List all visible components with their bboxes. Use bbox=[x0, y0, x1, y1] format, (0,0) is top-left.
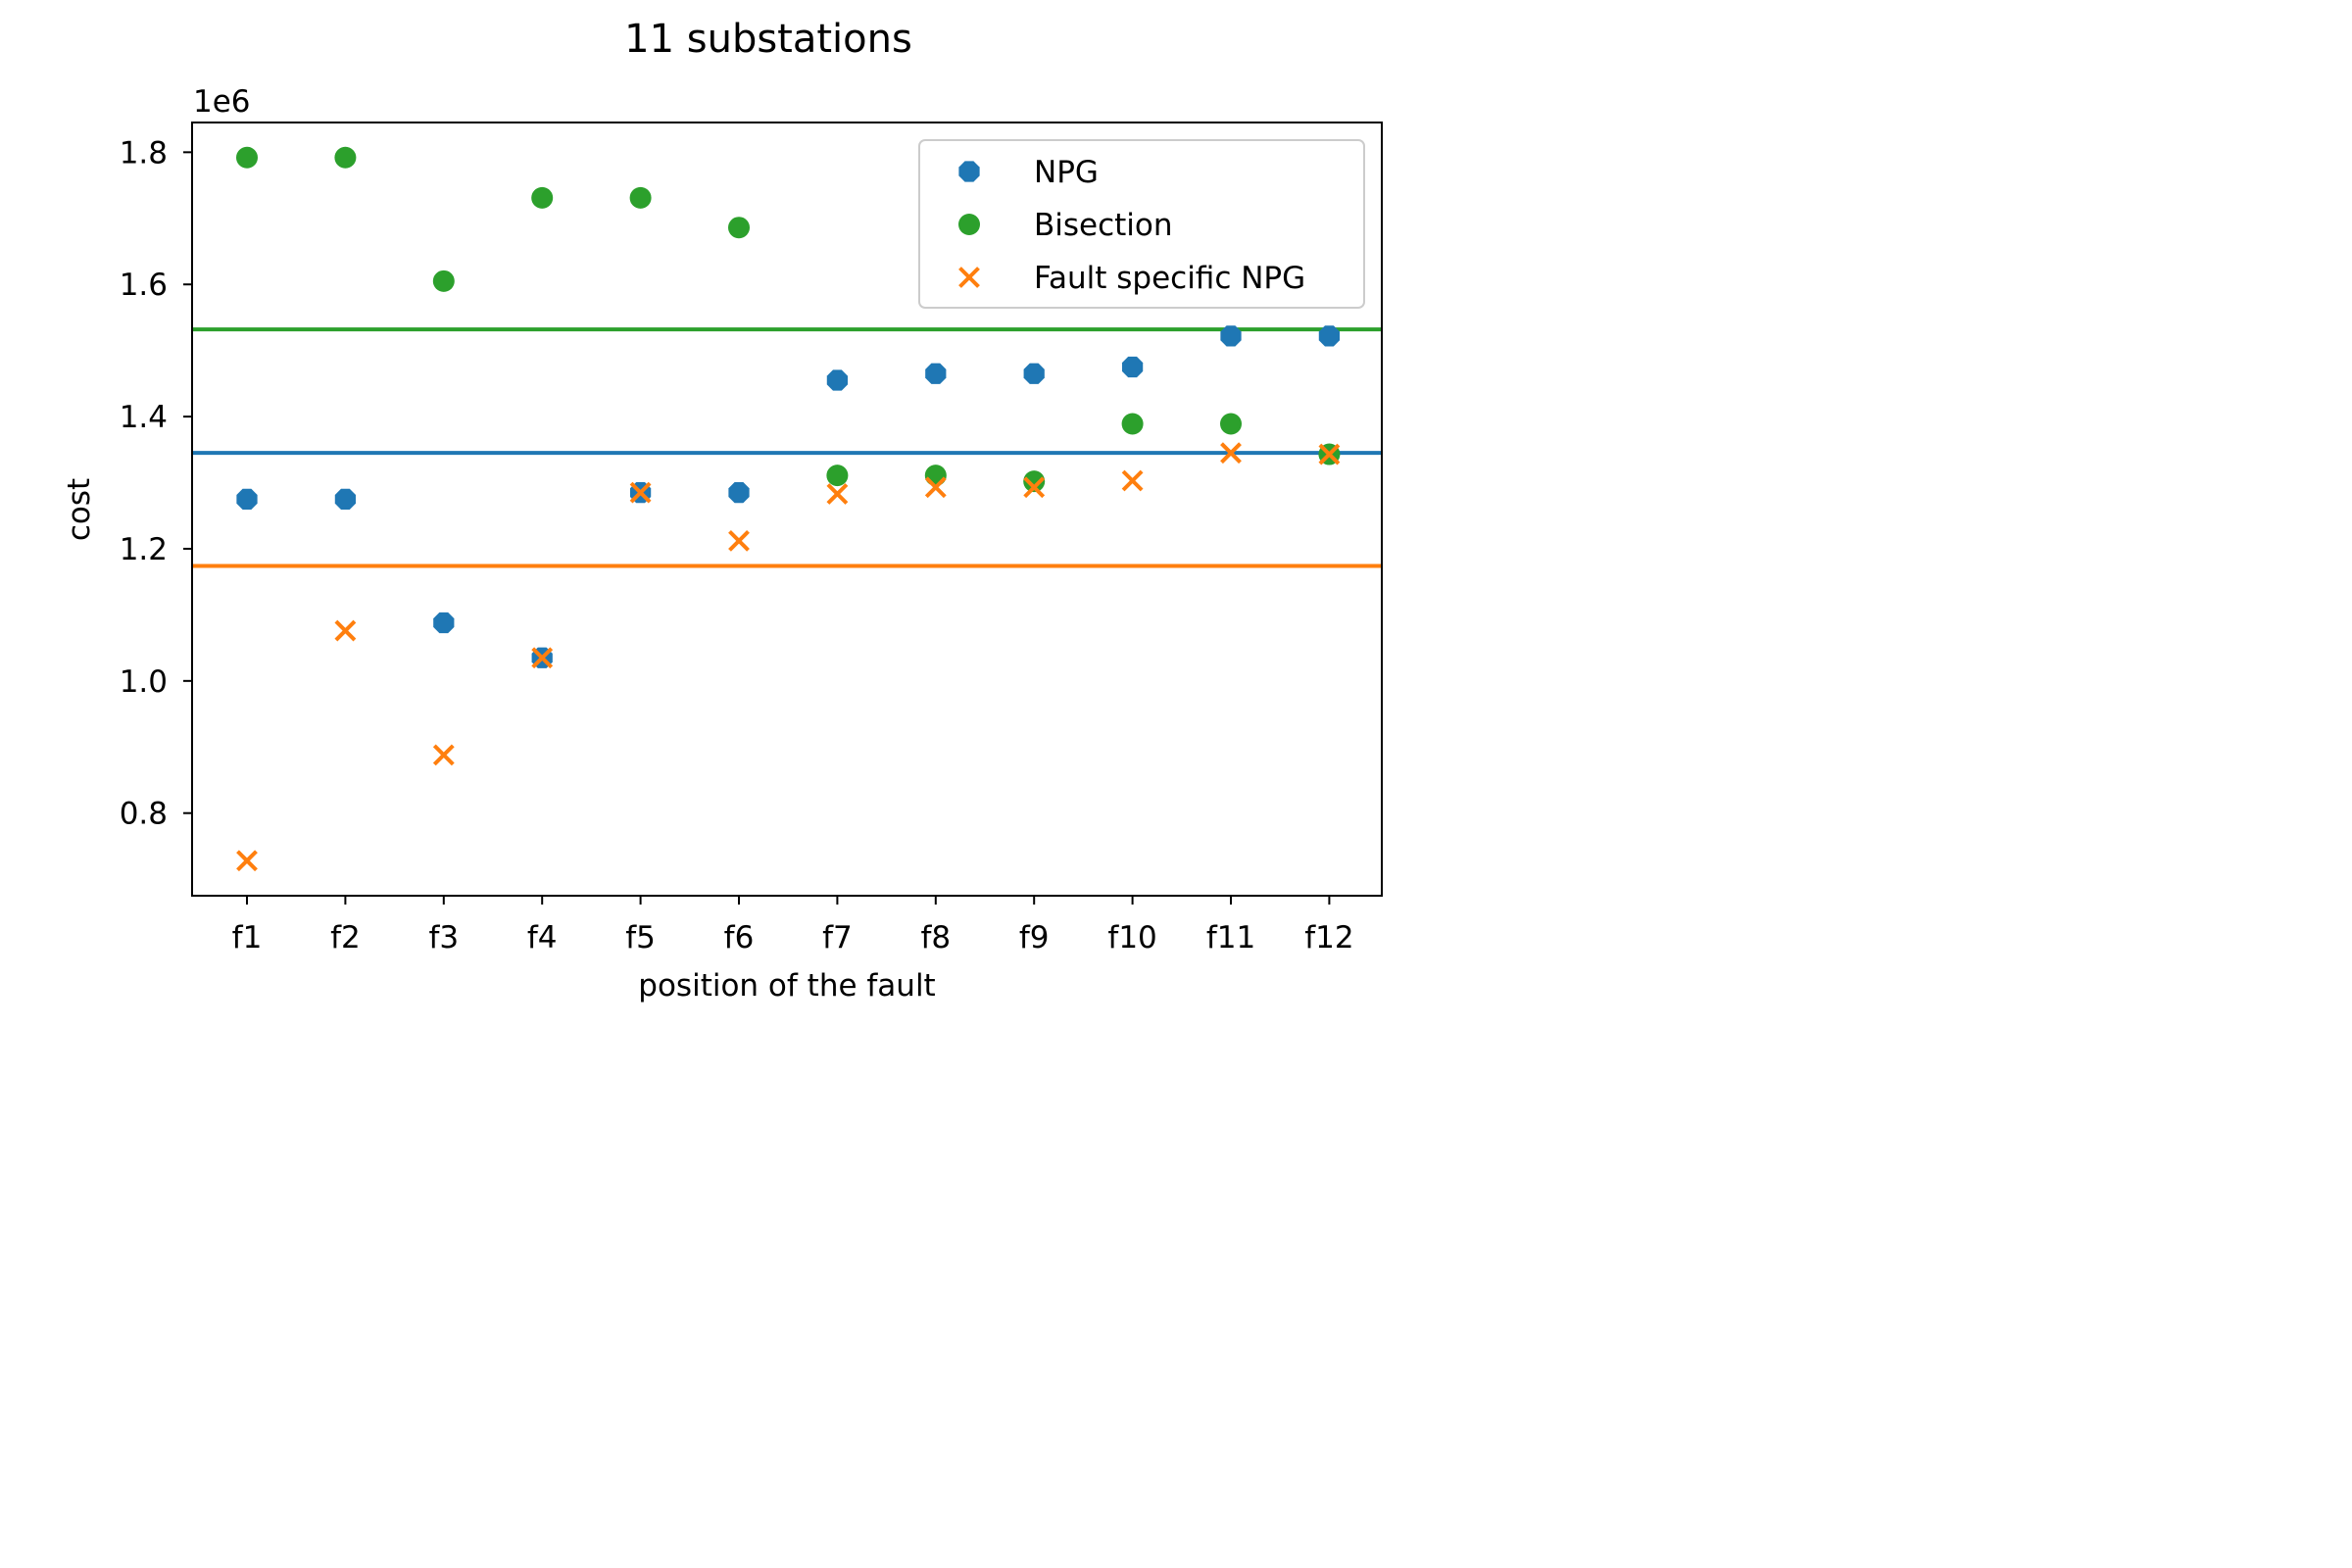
point-fault-specific-npg-f11 bbox=[1220, 442, 1242, 465]
y-axis-label: cost bbox=[62, 478, 97, 541]
x-axis-label: position of the fault bbox=[638, 968, 935, 1004]
x-tick-label: f9 bbox=[1019, 920, 1050, 956]
point-npg-f6 bbox=[728, 482, 750, 504]
y-tick-label: 1.4 bbox=[120, 400, 168, 435]
point-bisection-f11 bbox=[1220, 413, 1242, 435]
point-bisection-f10 bbox=[1121, 413, 1144, 435]
point-npg-f1 bbox=[236, 488, 258, 511]
x-tick-label: f1 bbox=[232, 920, 263, 956]
point-fault-specific-npg-f1-stroke bbox=[236, 850, 258, 872]
point-fault-specific-npg-f7 bbox=[826, 483, 849, 505]
legend-label: NPG bbox=[1034, 155, 1099, 190]
y-tick-label: 1.2 bbox=[120, 532, 168, 567]
point-bisection-f4 bbox=[531, 186, 554, 209]
point-npg-f12 bbox=[1318, 325, 1341, 347]
point-npg-f10 bbox=[1121, 356, 1144, 378]
point-fault-specific-npg-f1 bbox=[236, 850, 258, 872]
scatter-chart: 11 substations 1e6 f1 f2 f3 f4 f5 f6 f7 f8 f9 f10… bbox=[62, 17, 1383, 1004]
point-fault-specific-npg-f10-stroke bbox=[1121, 469, 1144, 492]
legend-frame bbox=[918, 139, 1365, 309]
point-fault-specific-npg-f5-stroke bbox=[629, 481, 652, 504]
point-fault-specific-npg-f3 bbox=[432, 744, 455, 766]
point-bisection-f9 bbox=[1023, 470, 1046, 493]
point-bisection-f8 bbox=[924, 465, 947, 487]
data-points bbox=[236, 146, 1341, 872]
point-bisection-f1 bbox=[236, 146, 258, 169]
x-tick-label: f11 bbox=[1206, 920, 1255, 956]
point-fault-specific-npg-f5 bbox=[629, 481, 652, 504]
y-tick-label: 1.6 bbox=[120, 268, 168, 303]
legend-marker-fault-specific-npg-stroke bbox=[958, 267, 980, 288]
point-fault-specific-npg-f6-stroke bbox=[728, 529, 750, 552]
point-fault-specific-npg-f4 bbox=[531, 647, 554, 669]
legend-label: Bisection bbox=[1034, 208, 1173, 243]
point-fault-specific-npg-f11-stroke bbox=[1220, 442, 1242, 465]
point-fault-specific-npg-f6 bbox=[728, 529, 750, 552]
x-tick-label: f10 bbox=[1107, 920, 1156, 956]
x-tick-label: f6 bbox=[724, 920, 755, 956]
mean-lines bbox=[192, 327, 1382, 568]
point-fault-specific-npg-f12 bbox=[1318, 443, 1341, 466]
point-fault-specific-npg-f8 bbox=[924, 476, 947, 499]
legend-marker-fault-specific-npg bbox=[958, 267, 980, 288]
x-tick-label: f12 bbox=[1304, 920, 1353, 956]
point-npg-f3 bbox=[433, 612, 455, 634]
point-fault-specific-npg-f7-stroke bbox=[826, 483, 849, 505]
point-npg-f2 bbox=[334, 488, 357, 511]
point-npg-f11 bbox=[1220, 325, 1242, 347]
point-bisection-f5 bbox=[629, 186, 652, 209]
point-fault-specific-npg-f9-stroke bbox=[1023, 476, 1046, 499]
legend-marker-bisection bbox=[958, 214, 980, 235]
chart-title: 11 substations bbox=[624, 17, 912, 62]
point-fault-specific-npg-f3-stroke bbox=[432, 744, 455, 766]
legend: NPG Bisection Fault specific NPG bbox=[918, 139, 1365, 309]
y-tick-label: 0.8 bbox=[120, 797, 168, 832]
point-npg-f7 bbox=[826, 369, 849, 391]
x-tick-label: f3 bbox=[428, 920, 459, 956]
point-fault-specific-npg-f8-stroke bbox=[924, 476, 947, 499]
plot-frame bbox=[191, 122, 1383, 897]
point-fault-specific-npg-f9 bbox=[1023, 476, 1046, 499]
point-bisection-f2 bbox=[334, 146, 357, 169]
y-tick-label: 1.0 bbox=[120, 664, 168, 700]
point-fault-specific-npg-f2 bbox=[334, 619, 357, 642]
legend-marker-npg bbox=[958, 161, 980, 182]
y-axis: 0.8 1.0 1.2 1.4 1.6 1.8 bbox=[120, 135, 192, 832]
x-tick-label: f4 bbox=[527, 920, 558, 956]
point-bisection-f3 bbox=[432, 270, 455, 292]
point-npg-f8 bbox=[925, 363, 947, 384]
point-npg-f9 bbox=[1023, 363, 1045, 384]
point-fault-specific-npg-f10 bbox=[1121, 469, 1144, 492]
x-tick-label: f7 bbox=[822, 920, 853, 956]
point-bisection-f6 bbox=[728, 217, 750, 239]
y-tick-label: 1.8 bbox=[120, 135, 168, 171]
x-axis: f1 f2 f3 f4 f5 f6 f7 f8 f9 f10 f11 f12 bbox=[232, 896, 1354, 956]
y-offset-label: 1e6 bbox=[193, 84, 251, 120]
point-bisection-f7 bbox=[826, 465, 849, 487]
x-tick-label: f2 bbox=[330, 920, 361, 956]
point-fault-specific-npg-f4-stroke bbox=[531, 647, 554, 669]
x-tick-label: f5 bbox=[625, 920, 656, 956]
legend-label: Fault specific NPG bbox=[1034, 261, 1305, 296]
x-tick-label: f8 bbox=[920, 920, 951, 956]
point-fault-specific-npg-f12-stroke bbox=[1318, 443, 1341, 466]
point-fault-specific-npg-f2-stroke bbox=[334, 619, 357, 642]
